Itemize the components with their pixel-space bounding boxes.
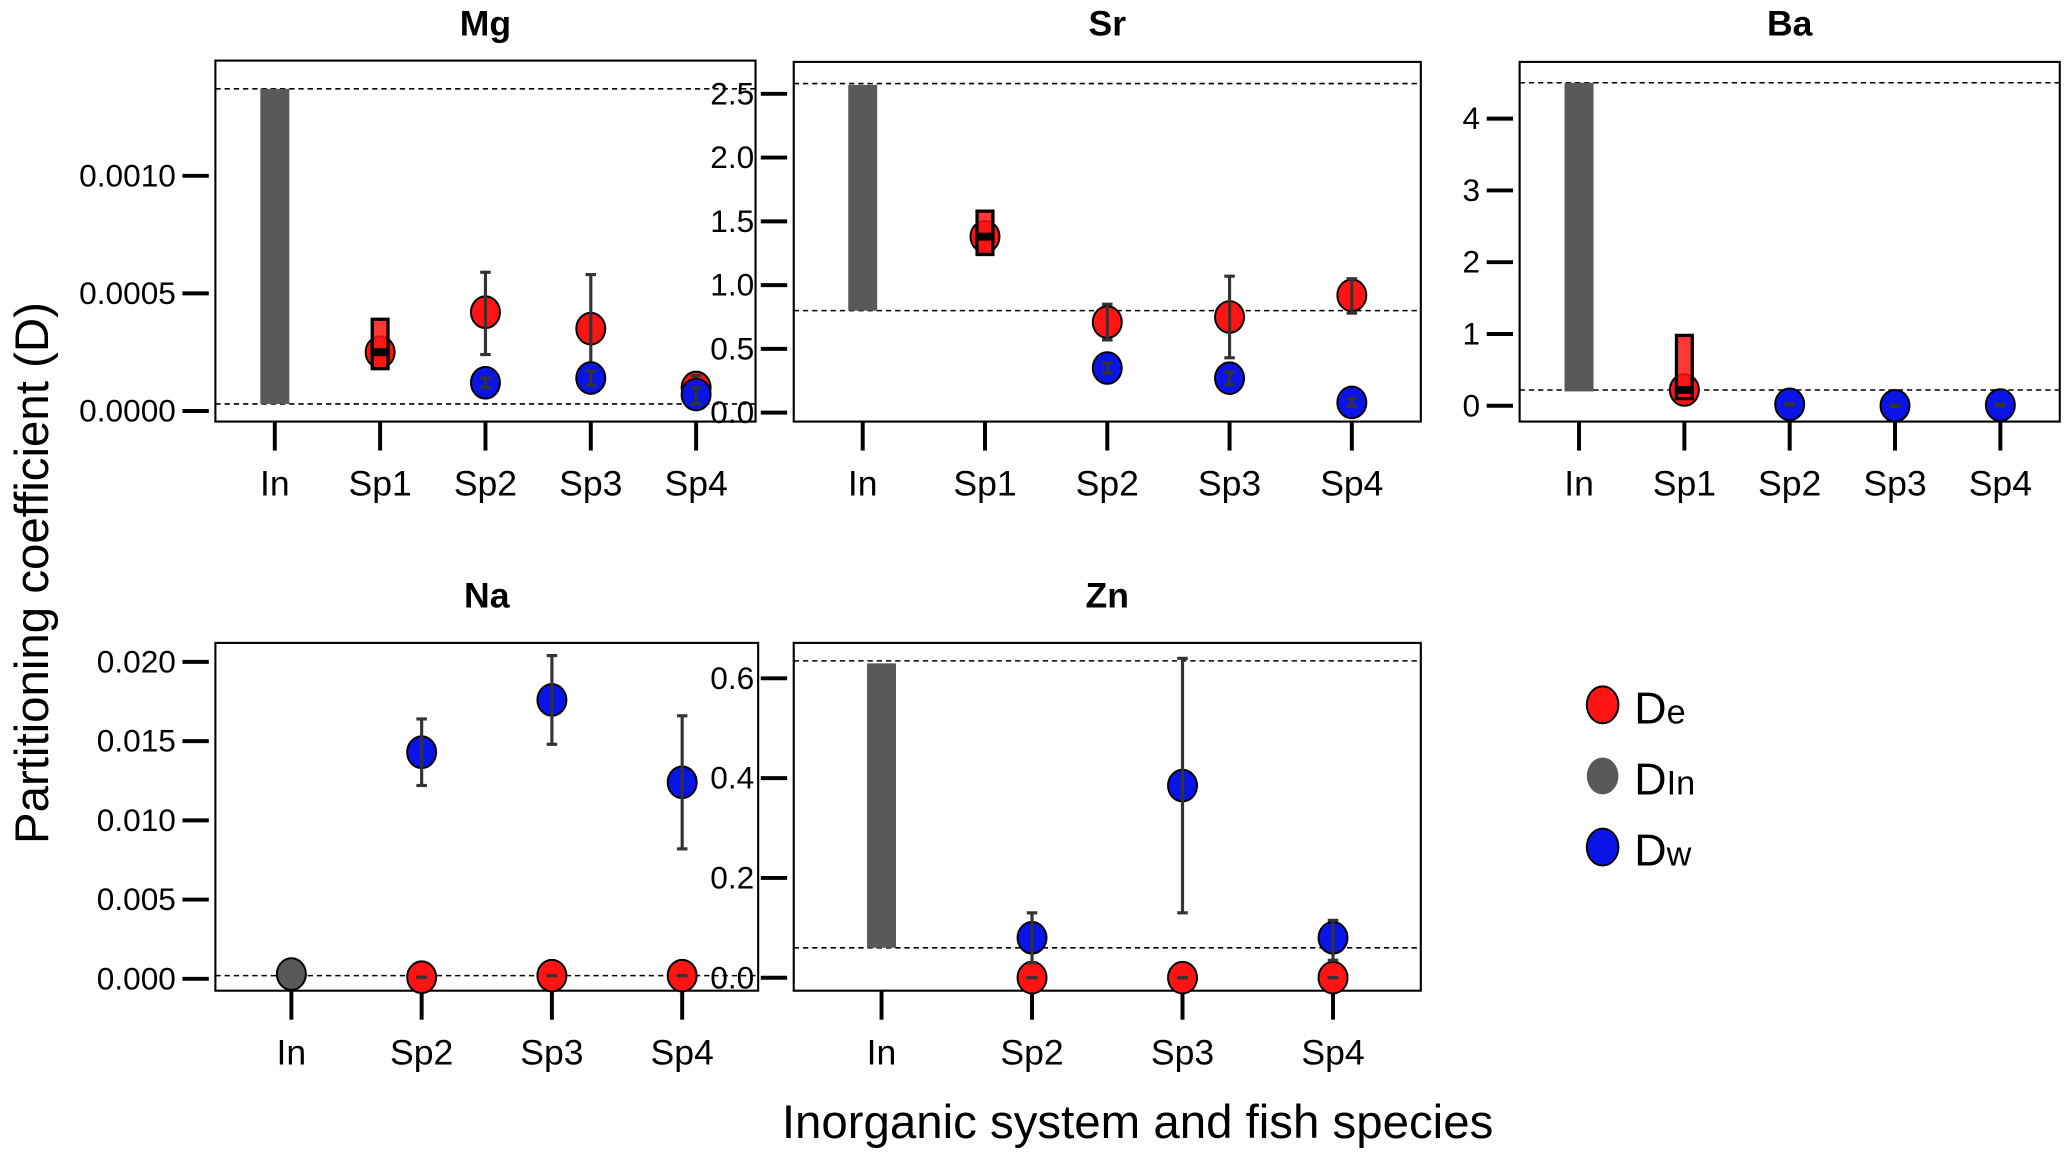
plot-frame [214, 641, 760, 992]
legend-label: DIn [1634, 754, 1695, 804]
legend-marker [1585, 827, 1620, 867]
panel-title: Mg [460, 4, 511, 44]
y-tick-label: 1.0 [710, 267, 754, 303]
y-tick-label: 0.000 [97, 960, 176, 996]
panel-ba: Ba 0 1 2 3 4 In Sp1 Sp2 Sp3 Sp4 [1463, 4, 2061, 503]
legend-label-main: D [1634, 683, 1666, 733]
y-tick-label: 1 [1463, 316, 1481, 352]
De-range-box [370, 317, 390, 371]
plot-frame [792, 641, 1422, 992]
x-tick-label: Sp3 [1863, 463, 1926, 503]
x-tick-label: In [848, 463, 878, 503]
DIn-point [275, 957, 307, 991]
x-tick-label: In [1564, 463, 1594, 503]
y-tick-label: 0 [1463, 387, 1481, 423]
legend-label-main: D [1634, 826, 1666, 876]
x-tick-label: Sp4 [1320, 463, 1383, 503]
legend-label-subscript: e [1667, 693, 1686, 731]
plot-frame [1518, 60, 2061, 423]
x-axis-label: Inorganic system and fish species [782, 1096, 1493, 1149]
y-tick-label: 0.5 [710, 330, 754, 366]
x-tick-label: Sp1 [349, 463, 412, 503]
legend-marker [1586, 757, 1619, 795]
legend-item: DIn [1586, 754, 1695, 804]
y-tick-label: 0.0005 [79, 275, 176, 311]
inorganic-range-bar [848, 84, 878, 311]
De-range-box [1674, 333, 1694, 401]
y-tick-label: 0.6 [710, 660, 754, 696]
y-tick-label: 0.010 [97, 802, 176, 838]
x-tick-label: Sp3 [1151, 1032, 1214, 1072]
x-tick-label: Sp2 [1000, 1032, 1063, 1072]
x-tick-label: Sp3 [1198, 463, 1261, 503]
x-tick-label: Sp4 [664, 463, 727, 503]
x-tick-label: Sp3 [520, 1032, 583, 1072]
panel-title: Zn [1086, 575, 1129, 615]
inorganic-range-bar [867, 663, 897, 948]
y-tick-label: 0.0 [710, 959, 754, 995]
panel-na: Na 0.000 0.005 0.010 0.015 0.020 In Sp2 Sp3 Sp4 [97, 575, 760, 1072]
y-tick-label: 1.5 [710, 203, 754, 239]
legend-marker [1585, 685, 1620, 725]
legend-item: Dw [1585, 826, 1692, 876]
y-tick-label: 2.0 [710, 139, 754, 175]
x-tick-label: Sp1 [1653, 463, 1716, 503]
y-tick-label: 0.020 [97, 643, 176, 679]
panel-title: Ba [1767, 4, 1813, 44]
x-tick-label: Sp2 [1758, 463, 1821, 503]
y-tick-label: 4 [1463, 100, 1481, 136]
x-tick-label: Sp2 [390, 1032, 453, 1072]
x-tick-label: In [260, 463, 290, 503]
y-tick-label: 0.4 [710, 760, 754, 796]
panel-mg: Mg 0.0000 0.0005 0.0010 In Sp1 Sp2 Sp3 Sp4 [79, 4, 757, 503]
legend-item: De [1585, 683, 1686, 733]
x-tick-label: Sp3 [559, 463, 622, 503]
x-tick-label: In [277, 1032, 307, 1072]
inorganic-range-bar [260, 88, 290, 404]
y-tick-label: 0.005 [97, 881, 176, 917]
legend-label-subscript: In [1667, 764, 1696, 802]
De-median-mark [1675, 386, 1694, 394]
legend-label-subscript: w [1666, 836, 1692, 874]
De-median-mark [370, 348, 390, 357]
y-tick-label: 0.0010 [79, 157, 176, 193]
x-tick-label: Sp4 [1301, 1032, 1364, 1072]
y-tick-label: 0.2 [710, 859, 754, 895]
y-axis-label: Partitioning coefficient (D) [6, 302, 59, 844]
panel-title: Sr [1089, 4, 1127, 44]
y-tick-label: 2.5 [710, 75, 754, 111]
y-tick-label: 0.0000 [79, 393, 176, 429]
legend-label: Dw [1634, 826, 1691, 876]
x-tick-label: In [867, 1032, 897, 1072]
De-median-mark [975, 232, 995, 241]
x-tick-label: Sp1 [953, 463, 1016, 503]
x-tick-label: Sp4 [1969, 463, 2032, 503]
y-tick-label: 0.0 [710, 394, 754, 430]
y-tick-label: 3 [1463, 172, 1481, 208]
x-tick-label: Sp2 [1076, 463, 1139, 503]
panel-sr: Sr 0.0 0.5 1.0 1.5 2.0 2.5 In Sp1 Sp2 Sp3 Sp4 [710, 4, 1422, 503]
y-tick-label: 0.015 [97, 723, 176, 759]
panel-zn: Zn 0.0 0.2 0.4 0.6 In Sp2 Sp3 Sp4 [710, 575, 1422, 1072]
panel-title: Na [464, 575, 510, 615]
inorganic-range-bar [1564, 82, 1594, 392]
x-tick-label: Sp4 [651, 1032, 714, 1072]
x-tick-label: Sp2 [454, 463, 517, 503]
legend-label: De [1634, 683, 1685, 733]
legend-label-main: D [1634, 754, 1666, 804]
y-tick-label: 2 [1463, 244, 1481, 280]
